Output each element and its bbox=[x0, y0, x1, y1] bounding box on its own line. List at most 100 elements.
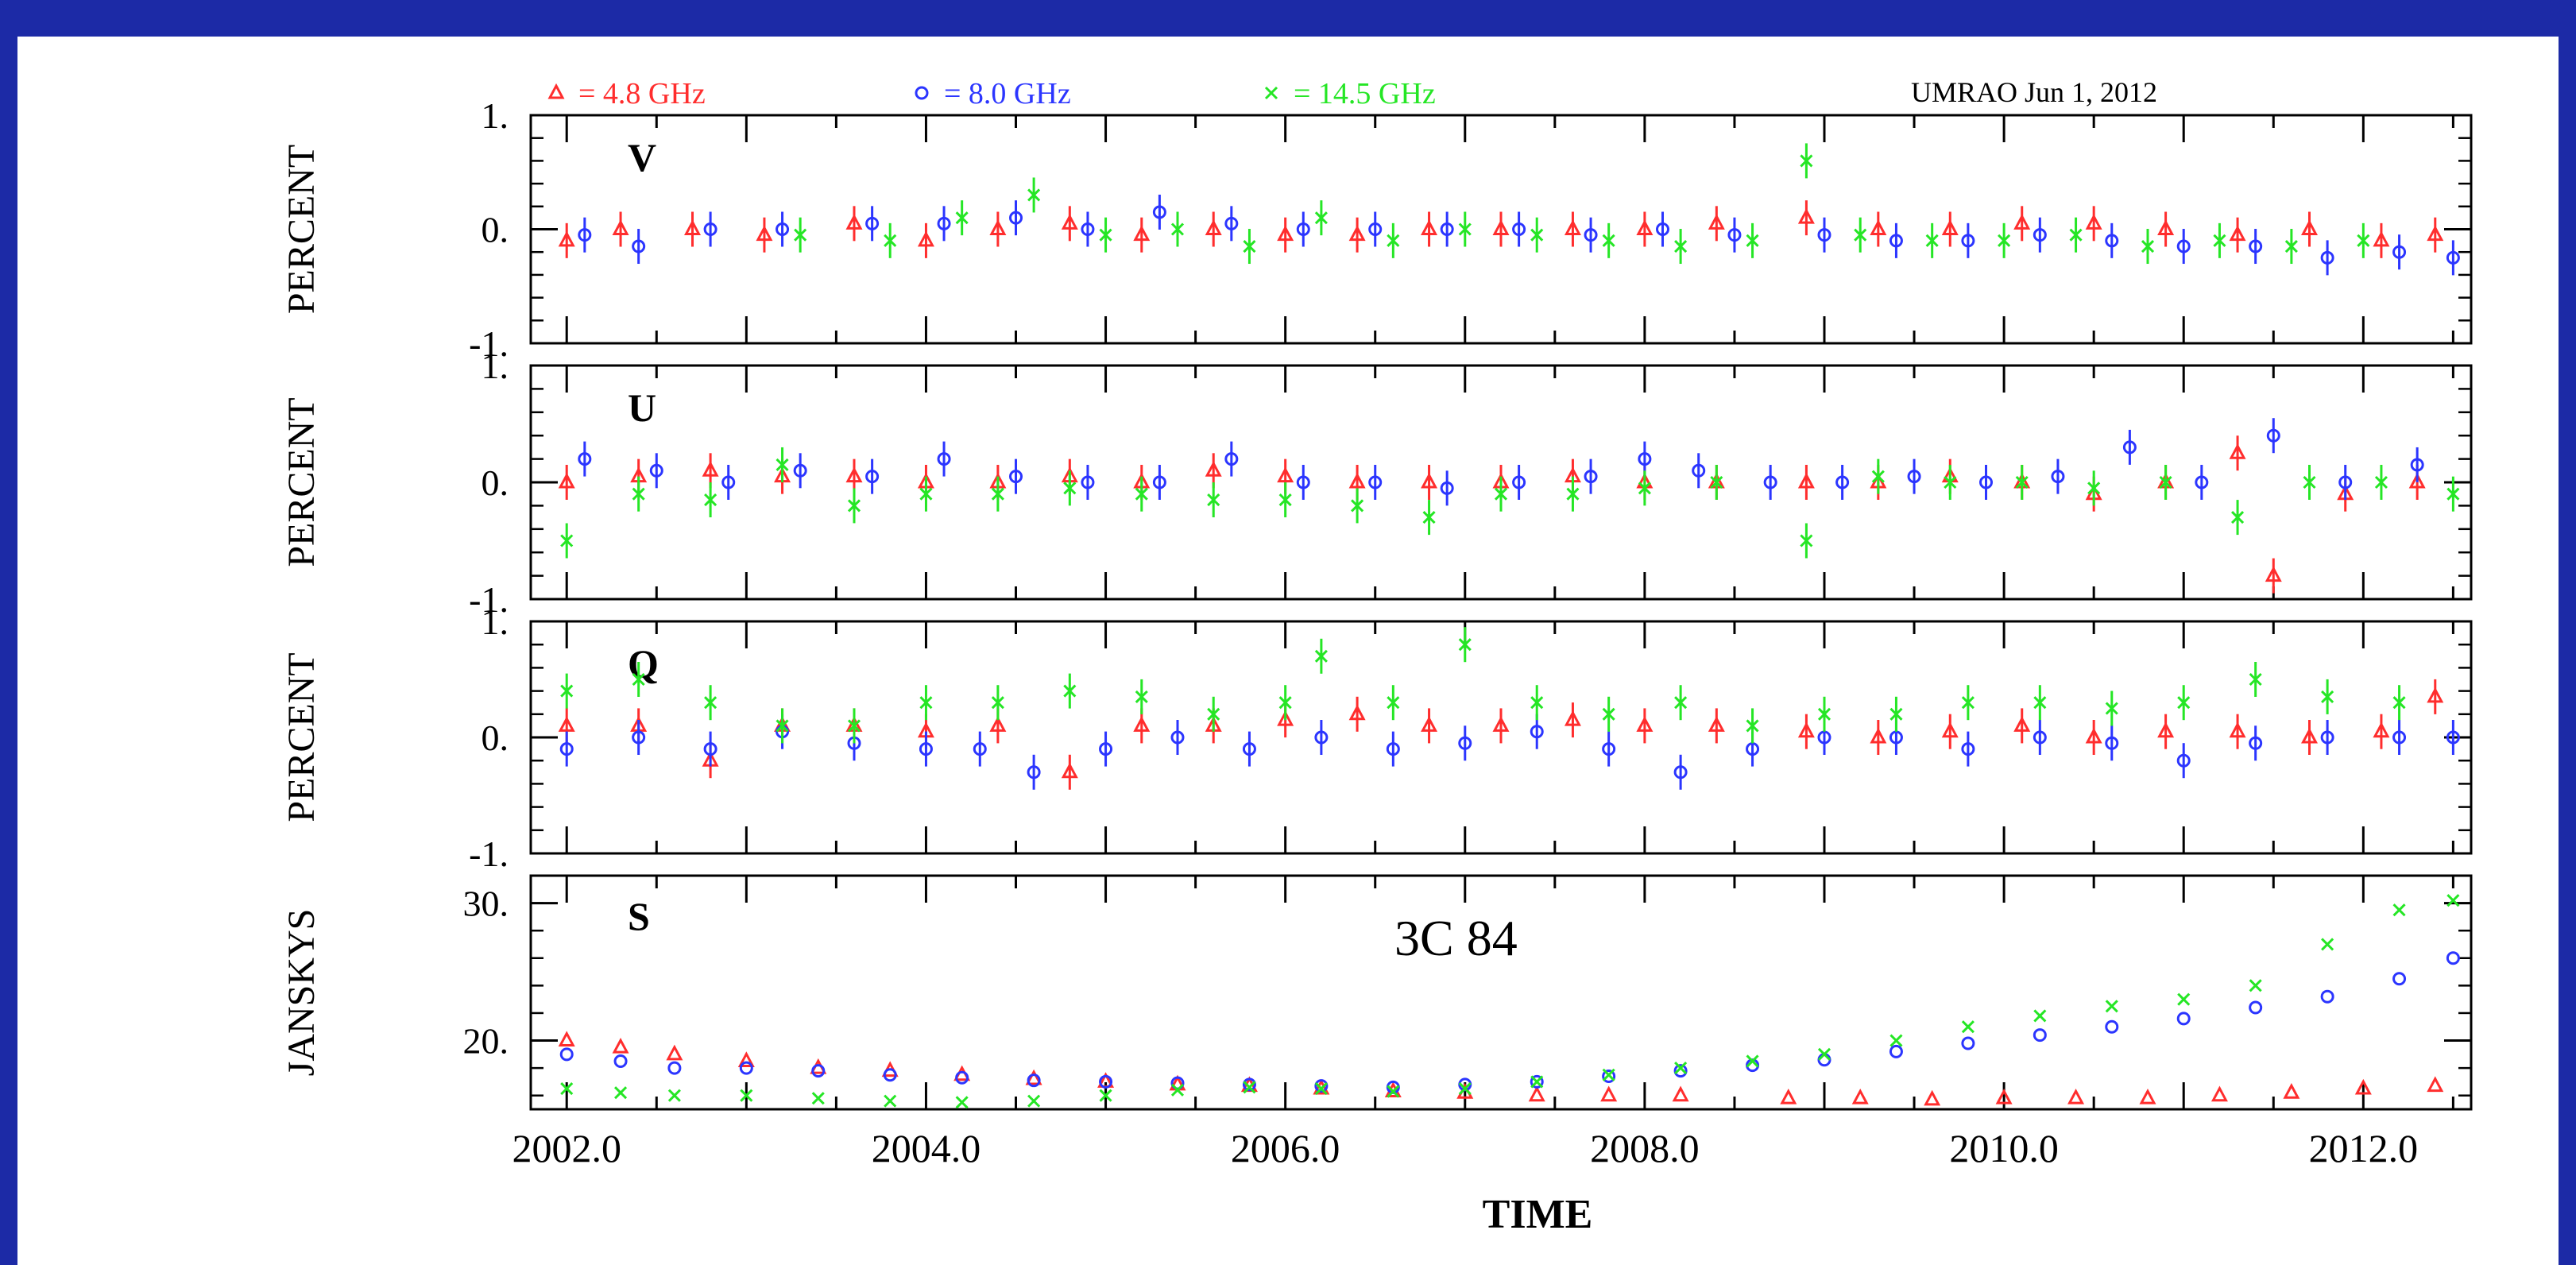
data-point bbox=[1421, 716, 1438, 732]
data-point bbox=[1348, 472, 1366, 489]
data-point bbox=[1708, 716, 1725, 732]
series-circle bbox=[559, 951, 2460, 1094]
data-point bbox=[2210, 1085, 2228, 1102]
data-point bbox=[1296, 475, 1310, 489]
data-point bbox=[1889, 707, 1903, 721]
data-point bbox=[2105, 702, 2118, 715]
data-point bbox=[989, 716, 1007, 732]
data-point bbox=[1941, 219, 1959, 235]
series-cross bbox=[560, 627, 2406, 744]
y-tick-label: 0. bbox=[482, 718, 509, 758]
data-point bbox=[1314, 1079, 1329, 1093]
data-point bbox=[1674, 1062, 1688, 1075]
data-point bbox=[1961, 1020, 1975, 1034]
data-point bbox=[702, 461, 719, 477]
series-triangle bbox=[558, 200, 2444, 258]
data-point bbox=[2392, 245, 2407, 259]
series-circle bbox=[578, 418, 2424, 506]
data-point bbox=[1205, 461, 1222, 477]
data-point bbox=[1746, 719, 1759, 733]
data-point bbox=[2392, 903, 2406, 917]
data-point bbox=[1674, 696, 1688, 710]
data-point bbox=[1099, 1089, 1112, 1102]
data-point bbox=[1870, 219, 1887, 235]
data-point bbox=[919, 696, 933, 710]
data-point bbox=[1314, 730, 1329, 745]
data-point bbox=[1907, 470, 1921, 484]
data-point bbox=[2229, 443, 2246, 459]
y-tick-label: -1. bbox=[469, 834, 509, 874]
data-point bbox=[1348, 225, 1366, 242]
data-point bbox=[1061, 762, 1078, 779]
data-point bbox=[1746, 234, 1759, 247]
data-point bbox=[989, 219, 1007, 235]
data-point bbox=[721, 475, 736, 489]
data-point bbox=[1925, 234, 1939, 247]
data-point bbox=[1584, 228, 1598, 242]
data-point bbox=[1870, 727, 1887, 744]
data-point bbox=[919, 487, 933, 501]
data-point bbox=[2015, 475, 2029, 489]
data-point bbox=[1387, 234, 1400, 247]
panel-S: 30. 20. S JANSKYS 3C 84 bbox=[280, 874, 2473, 1111]
legend: = 4.8 GHz = 8.0 GHz = 14.5 GHz bbox=[547, 77, 1436, 110]
series-circle bbox=[559, 714, 2460, 790]
data-point bbox=[847, 719, 861, 733]
data-point bbox=[612, 219, 629, 235]
series-cross bbox=[560, 447, 2460, 559]
data-point bbox=[632, 487, 645, 501]
data-point bbox=[559, 1047, 574, 1062]
legend-label: = 8.0 GHz bbox=[944, 77, 1071, 110]
x-axis-label: TIME bbox=[1483, 1192, 1593, 1237]
data-point bbox=[1440, 222, 1454, 236]
data-point bbox=[1656, 222, 1669, 236]
data-point bbox=[560, 684, 574, 698]
data-point bbox=[2141, 239, 2155, 253]
data-point bbox=[2320, 250, 2334, 265]
data-point bbox=[578, 228, 592, 242]
data-point bbox=[1242, 742, 1256, 756]
data-point bbox=[1170, 1083, 1185, 1097]
data-point bbox=[1492, 716, 1510, 732]
data-point bbox=[1780, 1088, 1797, 1104]
data-point bbox=[845, 466, 863, 483]
data-point bbox=[1063, 482, 1077, 495]
data-point bbox=[1133, 716, 1151, 732]
data-point bbox=[739, 1061, 753, 1075]
data-point bbox=[2033, 730, 2047, 745]
data-point bbox=[2177, 696, 2191, 710]
data-point bbox=[1421, 219, 1438, 235]
data-point bbox=[2176, 1012, 2191, 1026]
data-point bbox=[1384, 1081, 1402, 1098]
data-point bbox=[1314, 649, 1328, 663]
data-point bbox=[1530, 228, 1544, 242]
data-point bbox=[1636, 716, 1654, 732]
data-point bbox=[2122, 440, 2137, 455]
data-point bbox=[1243, 239, 1256, 253]
series-cross bbox=[560, 894, 2460, 1109]
data-point bbox=[1458, 1081, 1472, 1096]
data-point bbox=[1422, 511, 1436, 524]
panel-V: 1. 0. -1. V PERCENT bbox=[280, 95, 2473, 364]
data-point bbox=[1494, 487, 1508, 501]
data-point bbox=[2427, 1076, 2444, 1093]
data-point bbox=[1961, 1036, 1975, 1050]
data-point bbox=[2229, 225, 2246, 242]
data-point bbox=[2320, 730, 2334, 745]
data-point bbox=[2320, 989, 2334, 1004]
data-point bbox=[1099, 228, 1112, 242]
data-point bbox=[2392, 972, 2407, 986]
data-point bbox=[2284, 239, 2298, 253]
data-point bbox=[2301, 727, 2318, 744]
y-tick-label: 0. bbox=[482, 210, 509, 250]
data-point bbox=[1638, 482, 1651, 495]
data-point bbox=[1602, 1069, 1616, 1083]
data-point bbox=[1817, 228, 1831, 242]
data-point bbox=[1566, 487, 1580, 501]
data-point bbox=[793, 463, 807, 478]
y-tick-label: -1. bbox=[469, 323, 509, 364]
data-point bbox=[1636, 219, 1654, 235]
data-point bbox=[845, 214, 863, 230]
data-point bbox=[1099, 1074, 1113, 1089]
legend-label: = 4.8 GHz bbox=[578, 77, 706, 110]
